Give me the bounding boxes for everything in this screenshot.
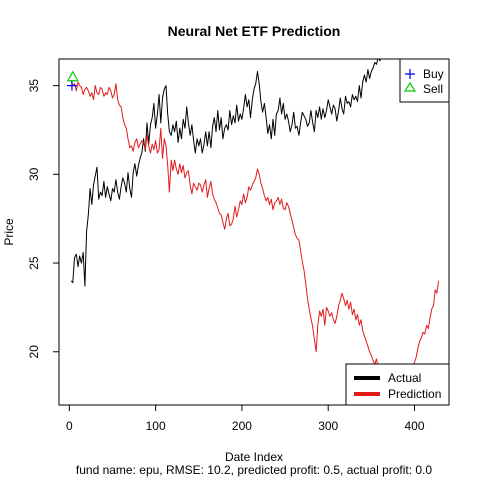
buy-legend-label: Buy <box>423 67 444 81</box>
y-tick-label-25: 25 <box>27 256 41 270</box>
chart-subtitle: fund name: epu, RMSE: 10.2, predicted pr… <box>76 463 433 477</box>
sell-legend-label: Sell <box>423 82 443 96</box>
y-axis-label: Price <box>2 218 16 246</box>
buy-marker <box>66 80 77 91</box>
actual-series-line <box>70 59 381 287</box>
prediction-series-line <box>70 80 440 379</box>
y-tick-label-30: 30 <box>27 167 41 181</box>
x-tick-label-200: 200 <box>232 419 252 433</box>
x-axis: 0 100 200 300 400 <box>66 404 425 433</box>
y-tick-label-20: 20 <box>27 345 41 359</box>
series-layer <box>70 59 440 379</box>
x-tick-label-400: 400 <box>404 419 424 433</box>
sell-marker <box>66 70 79 82</box>
series-legend: Actual Prediction <box>345 363 450 406</box>
y-axis: 20 25 30 35 <box>27 79 60 359</box>
sell-legend-symbol <box>403 81 417 92</box>
series-legend-box <box>345 363 450 406</box>
x-tick-label-300: 300 <box>318 419 338 433</box>
x-tick-label-0: 0 <box>66 419 73 433</box>
buy-legend-symbol <box>405 69 415 79</box>
chart-title: Neural Net ETF Prediction <box>168 23 341 39</box>
prediction-legend-label: Prediction <box>388 387 441 401</box>
x-axis-label: Date Index <box>225 450 283 464</box>
x-tick-label-100: 100 <box>146 419 166 433</box>
y-tick-label-35: 35 <box>27 79 41 93</box>
actual-legend-label: Actual <box>388 371 421 385</box>
marker-layer <box>66 70 79 91</box>
plot-frame <box>58 58 450 406</box>
marker-legend-box <box>399 58 450 103</box>
marker-legend: Buy Sell <box>399 58 450 103</box>
